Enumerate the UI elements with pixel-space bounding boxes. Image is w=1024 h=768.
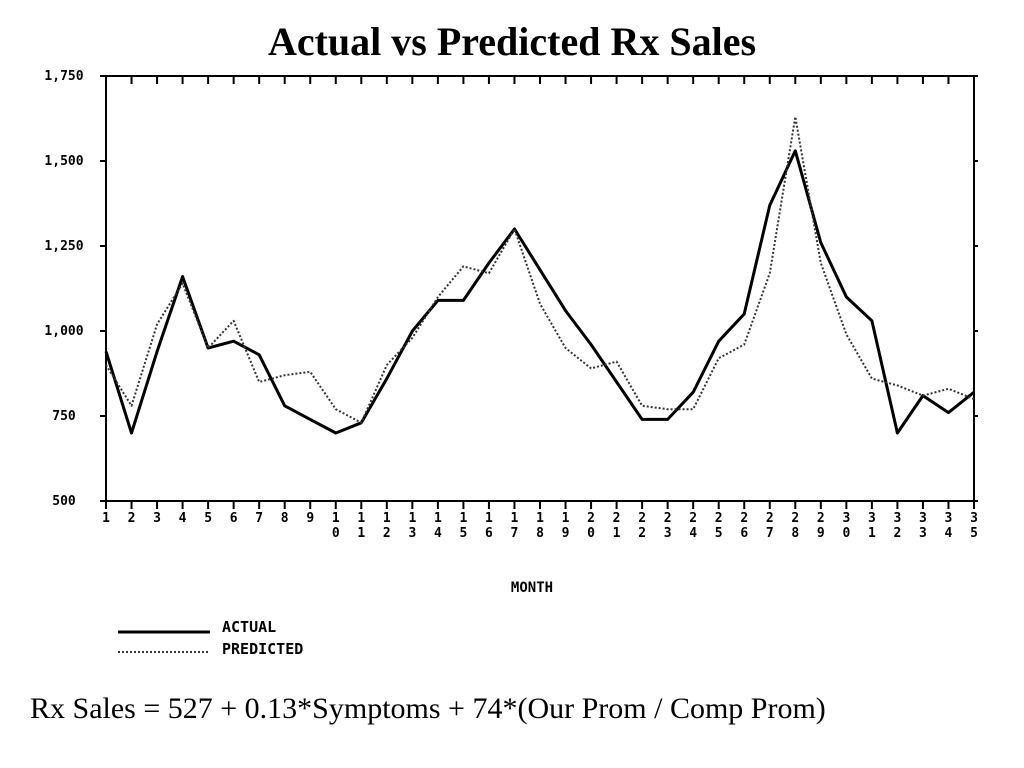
series-group	[104, 115, 975, 435]
legend-predicted-label: PREDICTED	[222, 640, 303, 658]
legend: ACTUAL PREDICTED	[118, 618, 303, 658]
x-tick-label: 3	[153, 511, 161, 526]
x-tick-label: 2	[128, 511, 136, 526]
y-tick-label: 1,500	[44, 154, 83, 169]
y-tick-label: 1,000	[44, 324, 83, 339]
x-tick-label: 4	[179, 511, 187, 526]
y-tick-label: 750	[52, 409, 76, 424]
predicted-series-line	[105, 115, 975, 424]
legend-actual-label: ACTUAL	[222, 618, 276, 636]
x-axis-label: MONTH	[511, 580, 553, 596]
x-tick-label: 9	[306, 511, 314, 526]
y-tick-label: 1,250	[44, 239, 83, 254]
y-axis: 500 750 1,000 1,250 1,500 1,750	[44, 69, 978, 509]
predicted-point	[642, 405, 643, 406]
x-axis: 1 2 3 4 5 6 7 8 9 1 01 11 21 31 41 51 61 71 81 92 02 12 22 32 42…	[102, 501, 978, 541]
x-tick-label: 1	[102, 511, 110, 526]
x-tick-label: 6	[230, 511, 238, 526]
chart-title: Actual vs Predicted Rx Sales	[267, 19, 757, 64]
y-tick-label: 500	[52, 494, 76, 509]
actual-series-line	[104, 149, 975, 435]
x-tick-label: 8	[281, 511, 289, 526]
regression-equation: Rx Sales = 527 + 0.13*Symptoms + 74*(Our…	[30, 692, 826, 725]
predicted-point	[310, 371, 311, 372]
predicted-point	[820, 263, 821, 264]
x-tick-label: 7	[255, 511, 263, 526]
predicted-point	[948, 388, 949, 389]
predicted-point	[693, 409, 694, 410]
y-tick-label: 1,750	[44, 69, 83, 84]
predicted-point	[259, 382, 260, 383]
x-tick-label: 5	[204, 511, 212, 526]
top-tick-marks	[105, 76, 975, 84]
predicted-point	[795, 116, 796, 117]
predicted-point	[846, 334, 847, 335]
